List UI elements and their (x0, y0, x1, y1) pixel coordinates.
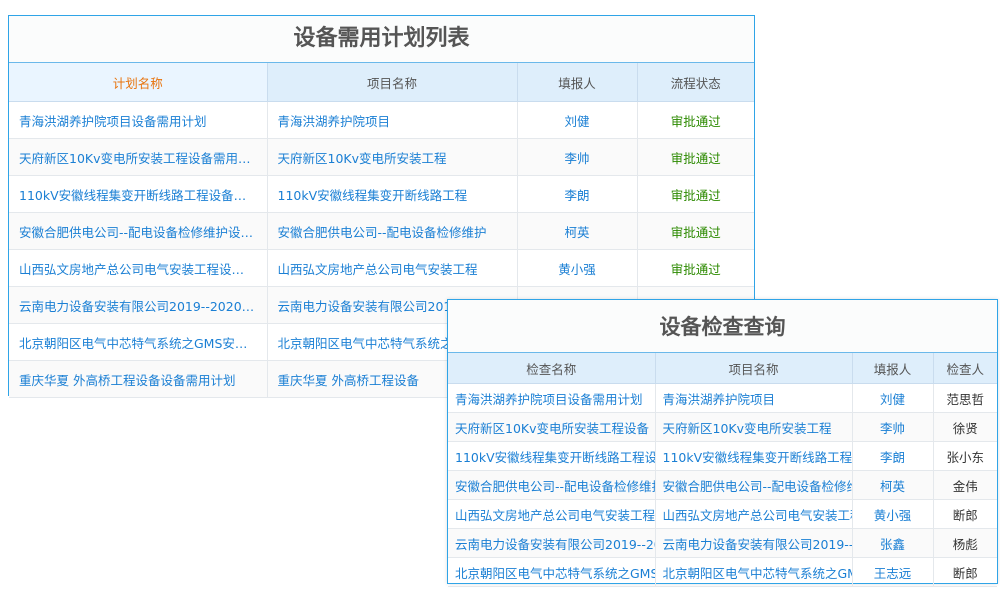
plan-name-link[interactable]: 云南电力设备安装有限公司2019--2020年设备需用计划 (9, 286, 268, 324)
project-name-link[interactable]: 山西弘文房地产总公司电气安装工程 (655, 499, 853, 529)
project-name-link[interactable]: 山西弘文房地产总公司电气安装工程 (267, 249, 518, 287)
project-name-link[interactable]: 青海洪湖养护院项目 (655, 383, 853, 413)
plan-name-link[interactable]: 重庆华夏 外高桥工程设备设备需用计划 (9, 360, 268, 398)
plan-name-link[interactable]: 110kV安徽线程集变开断线路工程设备需用计划 (9, 175, 268, 213)
plan-name-link[interactable]: 安徽合肥供电公司--配电设备检修维护设备需用计划 (9, 212, 268, 250)
inspection-name-link[interactable]: 云南电力设备安装有限公司2019--2020 (448, 528, 656, 558)
plan-name-link[interactable]: 山西弘文房地产总公司电气安装工程设备需用计划 (9, 249, 268, 287)
project-name-link[interactable]: 天府新区10Kv变电所安装工程 (267, 138, 518, 176)
reporter-name[interactable]: 李朗 (517, 175, 638, 213)
table-row[interactable]: 天府新区10Kv变电所安装工程设备 天府新区10Kv变电所安装工程 李帅 徐贤 (448, 412, 997, 442)
project-name-link[interactable]: 安徽合肥供电公司--配电设备检修维护 (655, 470, 853, 500)
column-header-project-name[interactable]: 项目名称 (655, 353, 853, 384)
inspector-name: 断郎 (933, 557, 997, 587)
column-header-inspection-name[interactable]: 检查名称 (448, 353, 656, 384)
project-name-link[interactable]: 青海洪湖养护院项目 (267, 101, 518, 139)
table-row[interactable]: 安徽合肥供电公司--配电设备检修维护设备需用计划安徽合肥供电公司--配电设备检修… (9, 212, 754, 250)
plan-list-title: 设备需用计划列表 (9, 16, 754, 63)
column-header-plan-name[interactable]: 计划名称 (9, 63, 268, 102)
table-row[interactable]: 青海洪湖养护院项目设备需用计划 青海洪湖养护院项目 刘健 范思哲 (448, 383, 997, 413)
reporter-name[interactable]: 柯英 (517, 212, 638, 250)
reporter-name[interactable]: 李帅 (517, 138, 638, 176)
status-text: 审批通过 (637, 249, 754, 287)
inspector-name: 范思哲 (933, 383, 997, 413)
table-row[interactable]: 天府新区10Kv变电所安装工程设备需用计划 天府新区10Kv变电所安装工程 李帅 审批… (9, 138, 754, 176)
reporter-name[interactable]: 李帅 (852, 412, 934, 442)
project-name-link[interactable]: 110kV安徽线程集变开断线路工程 (655, 441, 853, 471)
table-row[interactable]: 山西弘文房地产总公司电气安装工程设备需用计划 山西弘文房地产总公司电气安装工程 黄小… (9, 249, 754, 287)
inspection-name-link[interactable]: 北京朝阳区电气中芯特气系统之GMS安装工程 (448, 557, 656, 587)
inspector-name: 断郎 (933, 499, 997, 529)
table-row[interactable]: 青海洪湖养护院项目设备需用计划 青海洪湖养护院项目 刘健 审批通过 (9, 101, 754, 139)
reporter-name[interactable]: 李朗 (852, 441, 934, 471)
reporter-name[interactable]: 黄小强 (517, 249, 638, 287)
reporter-name[interactable]: 黄小强 (852, 499, 934, 529)
reporter-name[interactable]: 王志远 (852, 557, 934, 587)
status-text: 审批通过 (637, 101, 754, 139)
inspection-name-link[interactable]: 青海洪湖养护院项目设备需用计划 (448, 383, 656, 413)
table-row[interactable]: 云南电力设备安装有限公司2019--2020云南电力设备安装有限公司2019--… (448, 528, 997, 558)
inspection-name-link[interactable]: 110kV安徽线程集变开断线路工程设备 (448, 441, 656, 471)
inspection-name-link[interactable]: 安徽合肥供电公司--配电设备检修维护 (448, 470, 656, 500)
table-row[interactable]: 110kV安徽线程集变开断线路工程设备 110kV安徽线程集变开断线路工程 李朗 张小… (448, 441, 997, 471)
status-text: 审批通过 (637, 175, 754, 213)
reporter-name[interactable]: 张鑫 (852, 528, 934, 558)
inspection-panel: 设备检查查询 检查名称 项目名称 填报人 检查人 青海洪湖养护院项目设备需用计划… (447, 299, 998, 587)
inspection-name-link[interactable]: 天府新区10Kv变电所安装工程设备 (448, 412, 656, 442)
inspector-name: 金伟 (933, 470, 997, 500)
project-name-link[interactable]: 天府新区10Kv变电所安装工程 (655, 412, 853, 442)
inspection-table: 检查名称 项目名称 填报人 检查人 青海洪湖养护院项目设备需用计划 青海洪湖养护院… (448, 353, 997, 587)
table-row[interactable]: 北京朝阳区电气中芯特气系统之GMS安装工程北京朝阳区电气中芯特气系统之GMS安装… (448, 557, 997, 587)
reporter-name[interactable]: 柯英 (852, 470, 934, 500)
project-name-link[interactable]: 北京朝阳区电气中芯特气系统之GMS安装工程 (655, 557, 853, 587)
inspector-name: 杨彪 (933, 528, 997, 558)
plan-name-link[interactable]: 青海洪湖养护院项目设备需用计划 (9, 101, 268, 139)
column-header-inspector[interactable]: 检查人 (933, 353, 997, 384)
reporter-name[interactable]: 刘健 (517, 101, 638, 139)
column-header-project-name[interactable]: 项目名称 (267, 63, 518, 102)
table-row[interactable]: 安徽合肥供电公司--配电设备检修维护 安徽合肥供电公司--配电设备检修维护 柯英 金伟 (448, 470, 997, 500)
column-header-reporter[interactable]: 填报人 (852, 353, 934, 384)
inspector-name: 徐贤 (933, 412, 997, 442)
inspection-title: 设备检查查询 (448, 300, 997, 353)
plan-name-link[interactable]: 天府新区10Kv变电所安装工程设备需用计划 (9, 138, 268, 176)
table-row[interactable]: 山西弘文房地产总公司电气安装工程 山西弘文房地产总公司电气安装工程 黄小强 断郎 (448, 499, 997, 529)
inspector-name: 张小东 (933, 441, 997, 471)
project-name-link[interactable]: 110kV安徽线程集变开断线路工程 (267, 175, 518, 213)
project-name-link[interactable]: 安徽合肥供电公司--配电设备检修维护 (267, 212, 518, 250)
table-row[interactable]: 110kV安徽线程集变开断线路工程设备需用计划 110kV安徽线程集变开断线路工程… (9, 175, 754, 213)
plan-name-link[interactable]: 北京朝阳区电气中芯特气系统之GMS安装工程设备需用计划 (9, 323, 268, 361)
status-text: 审批通过 (637, 138, 754, 176)
project-name-link[interactable]: 云南电力设备安装有限公司2019--2020 (655, 528, 853, 558)
reporter-name[interactable]: 刘健 (852, 383, 934, 413)
column-header-status[interactable]: 流程状态 (637, 63, 754, 102)
status-text: 审批通过 (637, 212, 754, 250)
column-header-reporter[interactable]: 填报人 (517, 63, 638, 102)
inspection-name-link[interactable]: 山西弘文房地产总公司电气安装工程 (448, 499, 656, 529)
